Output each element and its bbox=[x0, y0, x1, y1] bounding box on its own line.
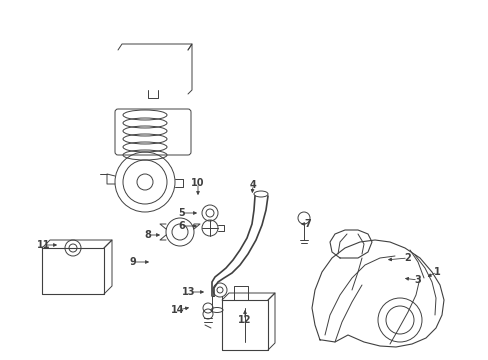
Text: 3: 3 bbox=[414, 275, 421, 285]
Text: 13: 13 bbox=[182, 287, 195, 297]
Text: 5: 5 bbox=[178, 208, 185, 218]
Text: 2: 2 bbox=[404, 253, 410, 263]
Text: 6: 6 bbox=[178, 221, 185, 231]
Text: 12: 12 bbox=[238, 315, 251, 325]
Text: 11: 11 bbox=[37, 240, 51, 250]
Text: 4: 4 bbox=[249, 180, 256, 190]
Text: 10: 10 bbox=[191, 178, 204, 188]
Text: 9: 9 bbox=[129, 257, 136, 267]
Text: 14: 14 bbox=[171, 305, 184, 315]
Text: 8: 8 bbox=[144, 230, 151, 240]
Text: 7: 7 bbox=[304, 219, 311, 229]
Text: 1: 1 bbox=[433, 267, 440, 277]
